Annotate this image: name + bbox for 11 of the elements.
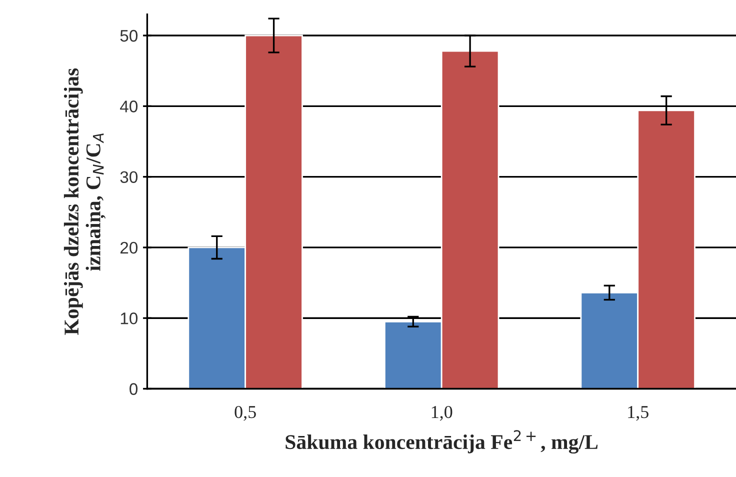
y-axis-title: Kopējās dzelzs koncentrācijas izmaiņa, C$_{N}$/C$_{A}$ (64, 68, 106, 335)
x-tick-label: 1,0 (432, 406, 452, 421)
y-tick-label: 10 (120, 312, 138, 324)
y-tick-label: 30 (120, 171, 138, 184)
y-tick-label: 40 (120, 100, 138, 112)
y-tick-label: 20 (120, 242, 138, 254)
y-tick-label: 0 (130, 383, 138, 395)
x-tick-label: 1,5 (628, 406, 648, 421)
x-tick-label: 0,5 (234, 406, 256, 421)
x-axis-title: Sākuma koncentrācija Fe$^{2+}$, mg/L (286, 430, 598, 454)
y-tick-label: 50 (120, 30, 138, 42)
